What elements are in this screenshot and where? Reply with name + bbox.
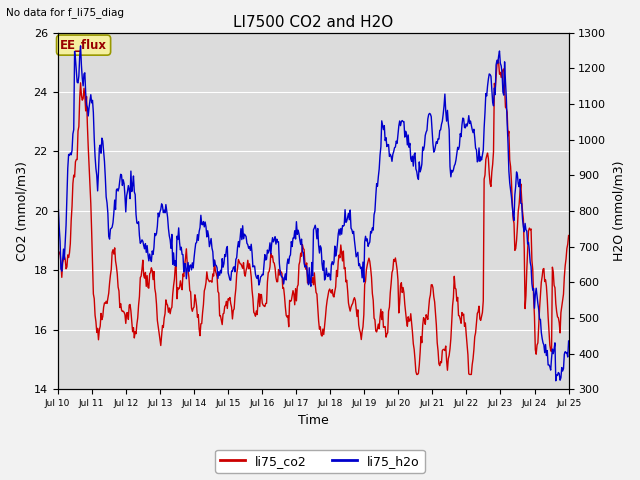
Text: EE_flux: EE_flux <box>60 38 107 52</box>
Legend: li75_co2, li75_h2o: li75_co2, li75_h2o <box>215 450 425 473</box>
Text: No data for f_li75_diag: No data for f_li75_diag <box>6 7 124 18</box>
Y-axis label: H2O (mmol/m3): H2O (mmol/m3) <box>612 161 625 261</box>
Title: LI7500 CO2 and H2O: LI7500 CO2 and H2O <box>233 15 393 30</box>
X-axis label: Time: Time <box>298 414 328 427</box>
Y-axis label: CO2 (mmol/m3): CO2 (mmol/m3) <box>15 161 28 261</box>
